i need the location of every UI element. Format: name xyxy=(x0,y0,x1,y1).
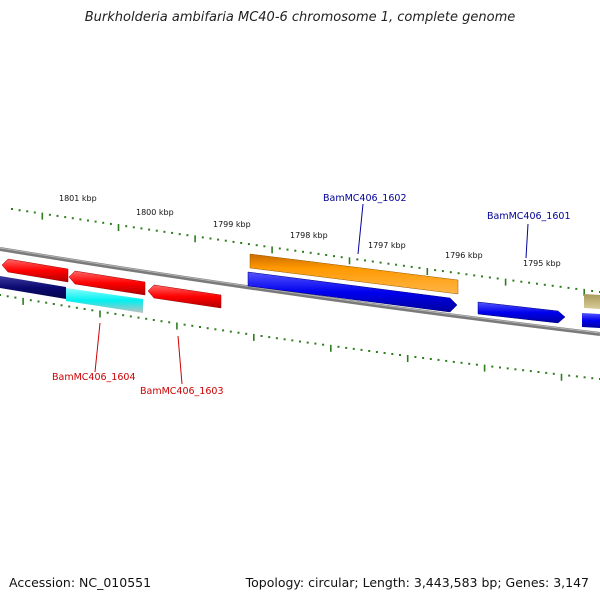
genome-backbone xyxy=(0,247,600,336)
tick-label-1795: 1795 kbp xyxy=(523,259,561,268)
gene-feature-blue-3[interactable] xyxy=(582,313,600,328)
gene-feature-orange[interactable] xyxy=(249,253,459,295)
gene-labels: BamMC406_1602 BamMC406_1601 BamMC406_160… xyxy=(52,193,570,397)
tick-label-1797: 1797 kbp xyxy=(368,241,406,250)
gene-feature-red-3[interactable] xyxy=(147,284,222,309)
gene-feature-red-2[interactable] xyxy=(68,270,146,296)
reverse-strand-features xyxy=(0,271,600,328)
gene-feature-red-1[interactable] xyxy=(1,258,69,283)
gene-label-1604[interactable]: BamMC406_1604 xyxy=(52,372,135,383)
tick-label-1796: 1796 kbp xyxy=(445,251,483,260)
gene-label-1602[interactable]: BamMC406_1602 xyxy=(323,193,406,204)
tick-labels: 1801 kbp 1800 kbp 1799 kbp 1798 kbp 1797… xyxy=(59,194,561,268)
map-title: Burkholderia ambifaria MC40-6 chromosome… xyxy=(84,10,516,25)
gene-feature-cyan[interactable] xyxy=(66,288,143,313)
gene-feature-navy[interactable] xyxy=(0,276,66,299)
gene-label-1603[interactable]: BamMC406_1603 xyxy=(140,386,223,397)
tick-label-1798: 1798 kbp xyxy=(290,231,328,240)
accession-text: Accession: NC_010551 xyxy=(9,575,152,590)
tick-label-1800: 1800 kbp xyxy=(136,208,174,217)
gene-label-1601[interactable]: BamMC406_1601 xyxy=(487,211,570,222)
gene-feature-blue-2[interactable] xyxy=(477,301,566,324)
tick-label-1799: 1799 kbp xyxy=(213,220,251,229)
tick-label-1801: 1801 kbp xyxy=(59,194,97,203)
outer-tick-ring xyxy=(11,208,600,296)
genome-stats-text: Topology: circular; Length: 3,443,583 bp… xyxy=(245,575,589,590)
label-leaders xyxy=(94,203,529,385)
inner-tick-ring xyxy=(0,294,600,381)
gene-feature-olive[interactable] xyxy=(584,294,600,309)
forward-strand-features xyxy=(1,253,600,309)
gene-feature-blue-1[interactable] xyxy=(247,271,458,313)
